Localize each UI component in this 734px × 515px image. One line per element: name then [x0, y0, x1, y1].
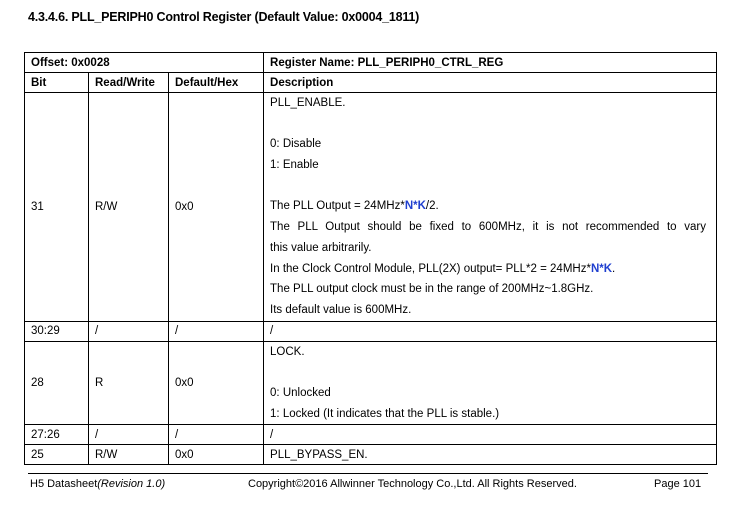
header-default: Default/Hex	[167, 72, 265, 93]
footer-copyright: Copyright©2016 Allwinner Technology Co.,…	[248, 478, 577, 490]
rw-cell: R/W	[88, 92, 169, 322]
desc-line: PLL_ENABLE.	[270, 97, 346, 109]
table-row: 27:26 / / /	[24, 424, 717, 446]
rw-cell: R	[88, 340, 169, 426]
footer-page-number: Page 101	[654, 478, 702, 490]
default-cell: 0x0	[167, 340, 265, 426]
bit-cell: 31	[24, 92, 89, 322]
desc-line: The PLL Output = 24MHz*N*K/2.	[270, 200, 439, 213]
footer-doc: H5 Datasheet(Revision 1.0)	[30, 478, 166, 490]
register-header-row: Offset: 0x0028 Register Name: PLL_PERIPH…	[23, 52, 717, 73]
bit-cell: 28	[24, 340, 89, 426]
bit-cell: 27:26	[24, 424, 89, 446]
rw-cell: R/W	[88, 444, 169, 466]
table-row: 31 R/W 0x0 PLL_ENABLE. 0: Disable 1: Ena…	[24, 92, 717, 322]
column-header-row: Bit Read/Write Default/Hex Description	[24, 72, 717, 93]
desc-line: 1: Enable	[270, 159, 319, 172]
section-title: 4.3.4.6. PLL_PERIPH0 Control Register (D…	[28, 10, 420, 24]
description-cell: LOCK. 0: Unlocked 1: Locked (It indicate…	[263, 340, 717, 426]
register-offset: Offset: 0x0028	[23, 52, 265, 73]
rw-cell: /	[88, 320, 169, 342]
bit-cell: 25	[24, 444, 89, 466]
desc-line: In the Clock Control Module, PLL(2X) out…	[270, 262, 616, 275]
desc-line: Its default value is 600MHz.	[270, 303, 412, 316]
desc-line: The PLL output clock must be in the rang…	[270, 283, 594, 296]
default-cell: /	[167, 424, 265, 446]
header-read-write: Read/Write	[88, 72, 169, 93]
default-cell: /	[167, 320, 265, 342]
register-name: Register Name: PLL_PERIPH0_CTRL_REG	[263, 52, 717, 73]
description-cell: /	[263, 320, 717, 342]
default-cell: 0x0	[167, 444, 265, 466]
footer-divider	[28, 473, 708, 474]
rw-cell: /	[88, 424, 169, 446]
desc-line: 1: Locked (It indicates that the PLL is …	[270, 407, 500, 420]
bit-cell: 30:29	[24, 320, 89, 342]
description-cell: /	[263, 424, 717, 446]
default-cell: 0x0	[167, 92, 265, 322]
header-bit: Bit	[24, 72, 89, 93]
desc-line: 0: Disable	[270, 138, 322, 151]
table-row: 30:29 / / /	[24, 320, 717, 342]
register-table: Offset: 0x0028 Register Name: PLL_PERIPH…	[23, 52, 717, 466]
description-cell: PLL_BYPASS_EN.	[263, 444, 717, 466]
desc-line: LOCK.	[270, 345, 305, 358]
desc-line: The PLL Output should be fixed to 600MHz…	[270, 221, 706, 234]
description-cell: PLL_ENABLE. 0: Disable 1: Enable The PLL…	[263, 92, 717, 322]
table-row: 25 R/W 0x0 PLL_BYPASS_EN.	[24, 444, 717, 466]
header-description: Description	[263, 72, 717, 93]
table-row: 28 R 0x0 LOCK. 0: Unlocked 1: Locked (It…	[24, 340, 717, 426]
desc-line: this value arbitrarily.	[270, 241, 372, 254]
desc-line: 0: Unlocked	[270, 386, 331, 399]
